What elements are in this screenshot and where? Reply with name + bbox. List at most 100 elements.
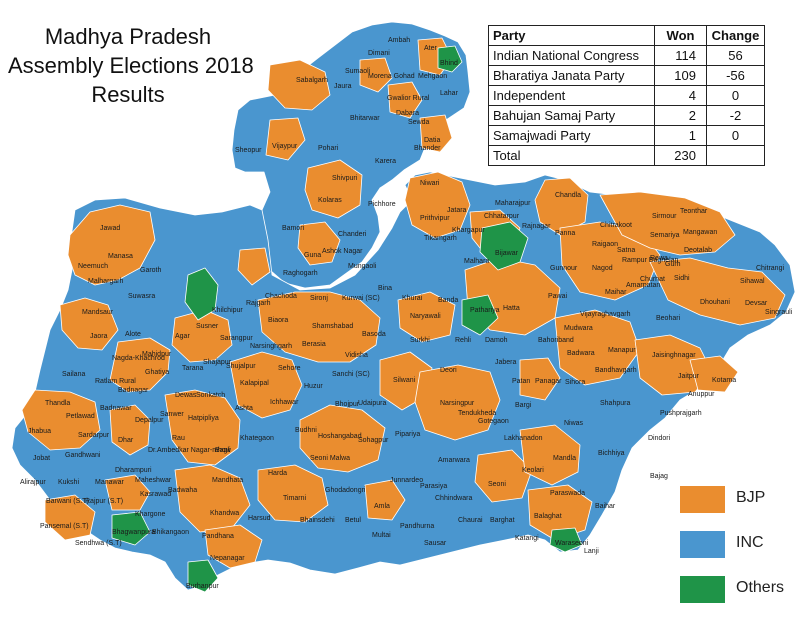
- label-kolaras: Kolaras: [318, 197, 342, 204]
- label-tikamgarh: Tikamgarh: [424, 235, 457, 242]
- label-sirmour: Sirmour: [652, 213, 677, 220]
- label-manawar: Manawar: [95, 479, 124, 486]
- label-badnagar: Badnagar: [118, 387, 149, 394]
- region-bjp: [364, 479, 406, 521]
- label-rewa: Rewa: [650, 255, 668, 262]
- region-bjp: [554, 309, 641, 386]
- label-bhitarwar: Bhitarwar: [350, 115, 380, 122]
- label-morena-gohad: Morena Gohad: [368, 73, 415, 80]
- region-others: [461, 294, 499, 336]
- total-won: 230: [654, 145, 707, 166]
- label-malhargarh: Malhargarh: [88, 278, 124, 285]
- region-bjp: [559, 221, 661, 301]
- label-khilchipur: Khilchipur: [212, 307, 243, 314]
- map-regions: [11, 21, 796, 593]
- label-deotalab: Deotalab: [684, 247, 712, 254]
- label-kukshi: Kukshi: [58, 479, 79, 486]
- label-kotama: Kotama: [712, 377, 736, 384]
- label-amarpatan: Amarpatan: [626, 282, 660, 289]
- label-rampur-baghelan: Rampur Baghelan: [622, 257, 679, 264]
- label-ater: Ater: [424, 45, 438, 52]
- party-name: Samajwadi Party: [488, 125, 655, 146]
- seat-change: -56: [706, 65, 765, 86]
- seats-won: 2: [654, 105, 707, 126]
- label-chhindwara: Chhindwara: [435, 495, 472, 502]
- label-garoth: Garoth: [140, 267, 162, 274]
- label-katangi: Katangi: [515, 535, 539, 542]
- label-tendukheda: Tendukheda: [458, 410, 496, 417]
- label-timarni: Timarni: [283, 495, 307, 502]
- label-sausar: Sausar: [424, 540, 447, 547]
- label-amla: Amla: [374, 503, 390, 510]
- label-niwas: Niwas: [564, 420, 584, 427]
- label-chanderi: Chanderi: [338, 231, 367, 238]
- label-gotegaon: Gotegaon: [478, 418, 509, 425]
- label-anuppur: Anuppur: [688, 391, 715, 398]
- label-mangawan: Mangawan: [683, 229, 717, 236]
- total-label: Total: [488, 145, 655, 166]
- label-jabera: Jabera: [495, 359, 517, 366]
- region-bjp: [689, 355, 739, 393]
- label-hatpipliya: Hatpipliya: [188, 415, 219, 422]
- map-title: Madhya Pradesh Assembly Elections 2018 R…: [8, 22, 254, 109]
- region-bjp: [397, 291, 456, 343]
- label-baihar: Baihar: [595, 503, 616, 510]
- label-naryawali: Naryawali: [410, 313, 441, 320]
- label-teonthar: Teonthar: [680, 208, 708, 215]
- label-karera: Karera: [375, 158, 396, 165]
- label-pathariya: Pathariya: [470, 307, 500, 314]
- label-pipariya: Pipariya: [395, 431, 420, 438]
- label-sihora: Sihora: [565, 379, 585, 386]
- region-bjp: [474, 449, 533, 503]
- label-harsud: Harsud: [248, 515, 271, 522]
- seats-won: 114: [654, 45, 707, 66]
- label-khurai: Khurai: [402, 295, 423, 302]
- label-udaipura: Udaipura: [358, 400, 387, 407]
- region-bjp: [419, 114, 453, 153]
- label-lahar: Lahar: [440, 90, 459, 97]
- label-neemuch: Neemuch: [78, 263, 108, 270]
- region-bjp: [267, 59, 331, 111]
- label-barwani: Barwani (S.T): [46, 498, 89, 505]
- seats-won: 1: [654, 125, 707, 146]
- label-ashok-nagar: Ashok Nagar: [322, 248, 363, 255]
- results-table: Party Won Change Indian National Congres…: [488, 25, 765, 166]
- party-name: Bharatiya Janata Party: [488, 65, 655, 86]
- label-chachoda: Chachoda: [265, 293, 297, 300]
- region-others: [187, 559, 219, 593]
- label-rajnagar: Rajnagar: [522, 223, 551, 230]
- label-mahidpur: Mahidpur: [142, 351, 172, 358]
- label-shamshabad: Shamshabad: [312, 323, 353, 330]
- label-bargi: Bargi: [515, 402, 532, 409]
- label-maharajpur: Maharajpur: [495, 200, 531, 207]
- region-bjp: [257, 291, 381, 363]
- label-pawai: Pawai: [548, 293, 568, 300]
- label-khargone: Khargone: [135, 511, 165, 518]
- label-kurwai: Kurwai (SC): [342, 295, 380, 302]
- label-seoni-malwa: Seoni Malwa: [310, 455, 350, 462]
- region-others: [184, 267, 219, 321]
- label-jaora: Jaora: [90, 333, 108, 340]
- label-dewas: Dewas: [175, 392, 197, 399]
- label-sewda: Sewda: [408, 119, 430, 126]
- label-bhind: Bhind: [440, 60, 458, 67]
- label-bhojpur: Bhojpur: [335, 401, 360, 408]
- label-rehli: Rehli: [455, 337, 471, 344]
- region-bjp: [59, 297, 119, 351]
- label-mandsaur: Mandsaur: [82, 309, 114, 316]
- label-deori: Deori: [440, 367, 457, 374]
- label-multai: Multai: [372, 532, 391, 539]
- label-gunnour: Gunnour: [550, 265, 578, 272]
- label-jobat: Jobat: [33, 455, 50, 462]
- label-vidisha: Vidisha: [345, 352, 368, 359]
- label-alote: Alote: [125, 331, 141, 338]
- label-mehgaon: Mehgaon: [418, 73, 447, 80]
- label-rau: Rau: [172, 435, 185, 442]
- label-dharampuri: Dharampuri: [115, 467, 152, 474]
- label-alirajpur: Alirajpur: [20, 479, 46, 486]
- label-jaitpur: Jaitpur: [678, 373, 700, 380]
- region-bjp: [527, 484, 593, 541]
- region-bjp: [414, 364, 501, 441]
- label-jawad: Jawad: [100, 225, 120, 232]
- label-petlawad: Petlawad: [66, 413, 95, 420]
